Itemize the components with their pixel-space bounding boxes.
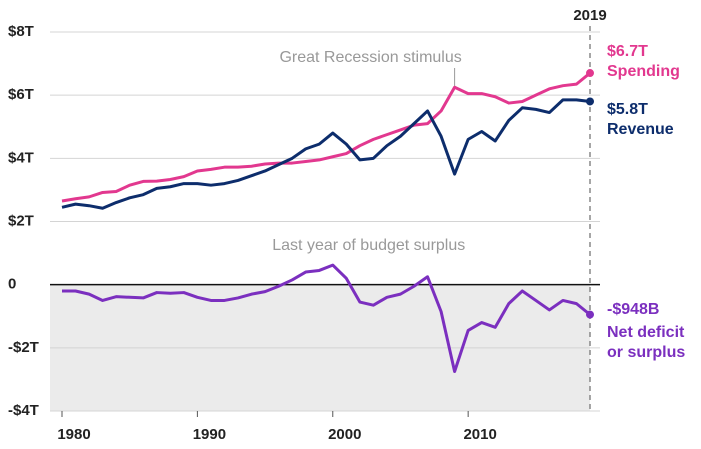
value-label: $6.7T [607, 43, 648, 60]
annotation: Great Recession stimulus [279, 49, 461, 66]
y-tick-label: -$2T [8, 339, 39, 356]
y-tick-label: 0 [8, 276, 16, 293]
series-line [61, 98, 591, 210]
y-tick-label: $4T [8, 149, 34, 166]
legend-label: Revenue [607, 121, 674, 138]
y-tick-label: $6T [8, 86, 34, 103]
marker-label: 2019 [573, 7, 606, 24]
x-tick-label: 2000 [328, 426, 361, 443]
value-label: -$948B [607, 301, 659, 318]
series-line [61, 71, 591, 203]
value-label: $5.8T [607, 101, 648, 118]
end-point [586, 310, 594, 319]
x-tick-label: 1990 [193, 426, 226, 443]
y-tick-label: $2T [8, 212, 34, 229]
legend-label: Net deficit or surplus [607, 324, 686, 361]
end-point [586, 97, 594, 106]
series-line [62, 263, 591, 374]
y-tick-label: -$4T [8, 402, 39, 419]
x-tick-label: 1980 [57, 426, 90, 443]
annotation: Last year of budget surplus [272, 237, 465, 254]
x-tick-label: 2010 [463, 426, 496, 443]
legend-label: Spending [607, 63, 680, 80]
y-tick-label: $8T [8, 23, 34, 40]
end-point [586, 69, 594, 78]
